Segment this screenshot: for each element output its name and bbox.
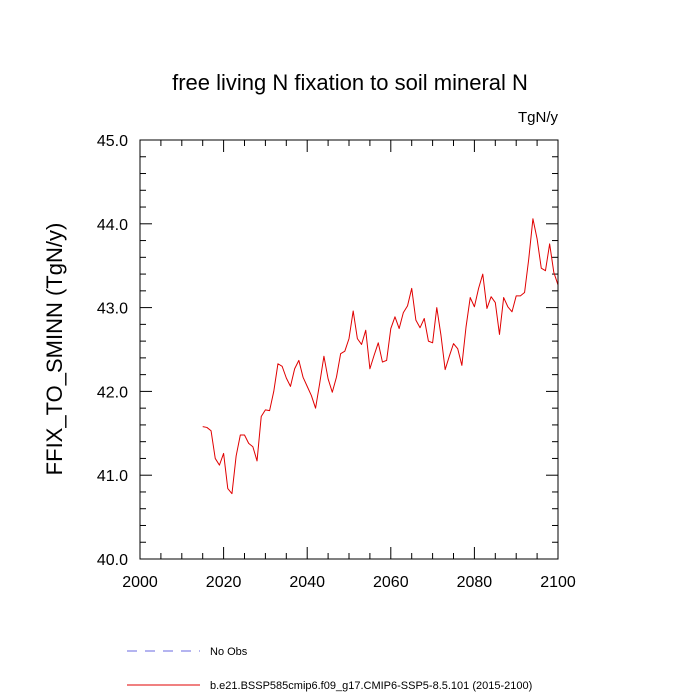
y-tick-label: 40.0 [97, 552, 128, 569]
axis-ticks [139, 139, 559, 560]
legend-label-no-obs: No Obs [210, 646, 248, 658]
legend: No Obs b.e21.BSSP585cmip6.f09_g17.CMIP6-… [127, 646, 532, 692]
x-tick-label: 2100 [540, 574, 576, 591]
x-tick-label: 2040 [289, 574, 325, 591]
plot-frame [139, 139, 559, 560]
x-tick-label: 2060 [373, 574, 409, 591]
x-tick-label: 2020 [206, 574, 242, 591]
units-label: TgN/y [518, 109, 559, 126]
series-line-1 [202, 218, 559, 495]
y-tick-label: 41.0 [97, 468, 128, 485]
series-group [202, 218, 559, 495]
y-axis-label: FFIX_TO_SMINN (TgN/y) [42, 223, 67, 476]
y-tick-label: 42.0 [97, 384, 128, 401]
y-tick-label: 43.0 [97, 301, 128, 318]
y-tick-label: 44.0 [97, 217, 128, 234]
x-tick-label: 2000 [122, 574, 158, 591]
x-tick-label: 2080 [457, 574, 493, 591]
legend-label-model-run: b.e21.BSSP585cmip6.f09_g17.CMIP6-SSP5-8.… [210, 680, 532, 692]
tick-labels: 2000 2020 2040 2060 2080 2100 40.0 41.0 42.0 43.0… [97, 133, 576, 591]
y-tick-label: 45.0 [97, 133, 128, 150]
chart-title: free living N fixation to soil mineral N [172, 70, 528, 95]
